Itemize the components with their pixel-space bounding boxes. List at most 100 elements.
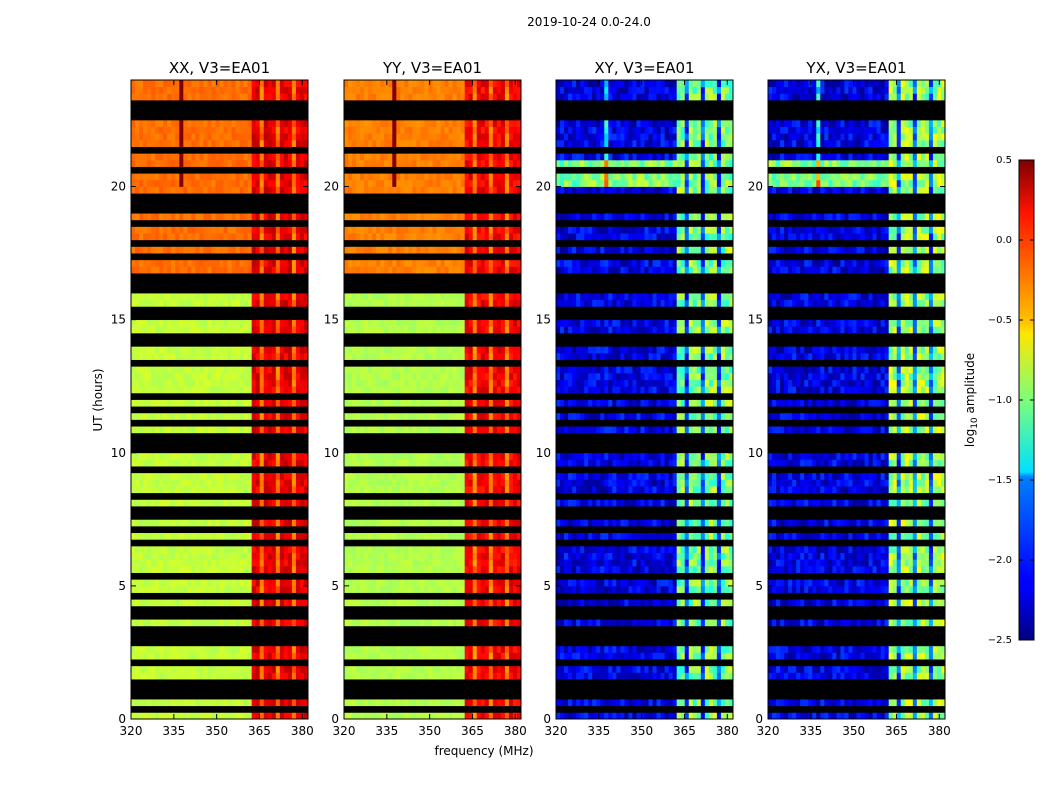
- heatmap-cell: [452, 426, 458, 434]
- heatmap-cell: [171, 372, 176, 380]
- heatmap-cell: [352, 426, 357, 434]
- heatmap-cell: [143, 426, 148, 434]
- heatmap-cell: [628, 672, 633, 680]
- heatmap-cell: [472, 619, 478, 627]
- heatmap-cell: [247, 326, 253, 334]
- heatmap-cell: [187, 319, 192, 327]
- heatmap-cell: [460, 519, 466, 527]
- heatmap-cell: [464, 552, 470, 560]
- heatmap-cell: [472, 372, 478, 380]
- heatmap-cell: [271, 699, 277, 707]
- x-tick-label: 380: [504, 724, 527, 738]
- heatmap-cell: [392, 559, 397, 567]
- heatmap-cell: [428, 479, 433, 487]
- heatmap-cell: [424, 545, 429, 553]
- heatmap-cell: [428, 472, 433, 480]
- heatmap-cell: [247, 712, 253, 720]
- heatmap-cell: [143, 233, 148, 241]
- heatmap-cell: [568, 672, 573, 680]
- heatmap-cell: [360, 459, 365, 467]
- heatmap-cell: [235, 173, 241, 181]
- heatmap-cell: [456, 153, 462, 161]
- heatmap-cell: [279, 173, 285, 181]
- heatmap-cell: [440, 559, 445, 567]
- flagged-row: [344, 506, 521, 514]
- heatmap-cell: [488, 585, 494, 593]
- heatmap-cell: [283, 472, 289, 480]
- heatmap-cell: [476, 565, 482, 573]
- heatmap-cell: [456, 399, 462, 407]
- heatmap-cell: [191, 346, 196, 354]
- heatmap-cell: [444, 246, 449, 254]
- heatmap-cell: [416, 452, 421, 460]
- heatmap-cell: [235, 93, 241, 101]
- heatmap-cell: [360, 366, 365, 374]
- heatmap-cell: [488, 246, 494, 254]
- heatmap-cell: [191, 319, 196, 327]
- heatmap-cell: [460, 379, 466, 387]
- heatmap-cell: [215, 139, 220, 147]
- heatmap-cell: [396, 386, 401, 394]
- flagged-row: [344, 539, 521, 547]
- heatmap-cell: [436, 346, 441, 354]
- heatmap-cell: [271, 459, 277, 467]
- heatmap-cell: [139, 299, 144, 307]
- heatmap-cell: [171, 233, 176, 241]
- heatmap-cell: [175, 153, 180, 161]
- heatmap-cell: [303, 585, 309, 593]
- heatmap-cell: [384, 486, 389, 494]
- heatmap-cell: [348, 93, 353, 101]
- heatmap-cell: [159, 186, 164, 194]
- heatmap-cell: [412, 352, 417, 360]
- heatmap-cell: [135, 699, 140, 707]
- heatmap-cell: [247, 186, 253, 194]
- heatmap-cell: [219, 459, 224, 467]
- heatmap-cell: [143, 93, 148, 101]
- heatmap-cell: [360, 346, 365, 354]
- heatmap-cell: [396, 246, 401, 254]
- heatmap-cell: [271, 479, 277, 487]
- heatmap-cell: [456, 326, 462, 334]
- heatmap-cell: [480, 645, 486, 653]
- heatmap-cell: [484, 133, 490, 141]
- heatmap-cell: [243, 412, 249, 420]
- heatmap-cell: [167, 599, 172, 607]
- heatmap-cell: [460, 319, 466, 327]
- heatmap-cell: [215, 352, 220, 360]
- heatmap-cell: [183, 352, 188, 360]
- heatmap-cell: [412, 479, 417, 487]
- heatmap-cell: [251, 352, 257, 360]
- heatmap-cell: [279, 426, 285, 434]
- heatmap-cell: [299, 565, 305, 573]
- heatmap-cell: [392, 319, 397, 327]
- heatmap-cell: [227, 119, 232, 127]
- heatmap-cell: [372, 559, 377, 567]
- heatmap-cell: [496, 159, 502, 167]
- heatmap-cell: [259, 153, 265, 161]
- heatmap-cell: [143, 665, 148, 673]
- heatmap-cell: [275, 266, 281, 274]
- heatmap-cell: [163, 366, 168, 374]
- heatmap-cell: [504, 699, 510, 707]
- heatmap-cell: [139, 246, 144, 254]
- heatmap-cell: [664, 712, 670, 720]
- heatmap-cell: [271, 426, 277, 434]
- heatmap-cell: [504, 386, 510, 394]
- heatmap-cell: [376, 459, 381, 467]
- flagged-row: [131, 146, 308, 154]
- heatmap-cell: [231, 599, 236, 607]
- heatmap-cell: [580, 672, 585, 680]
- heatmap-cell: [251, 532, 257, 540]
- heatmap-cell: [139, 399, 144, 407]
- heatmap-cell: [404, 179, 409, 187]
- heatmap-cell: [239, 472, 245, 480]
- heatmap-cell: [496, 299, 502, 307]
- heatmap-cell: [608, 712, 613, 720]
- heatmap-cell: [303, 459, 309, 467]
- heatmap-cell: [472, 173, 478, 181]
- heatmap-cell: [496, 712, 502, 720]
- heatmap-cell: [360, 139, 365, 147]
- heatmap-cell: [368, 545, 373, 553]
- heatmap-cell: [456, 379, 462, 387]
- heatmap-cell: [388, 346, 393, 354]
